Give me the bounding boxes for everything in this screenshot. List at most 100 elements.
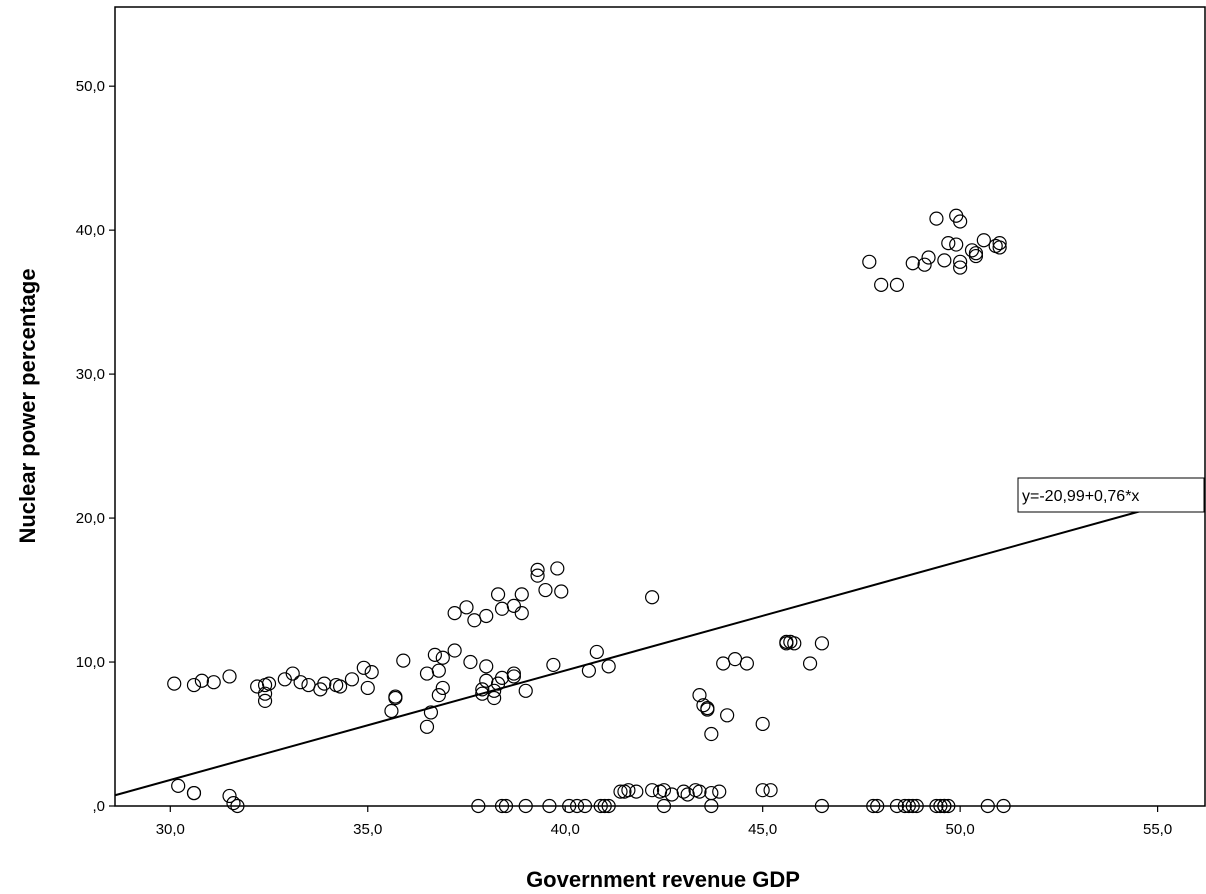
data-point	[226, 796, 241, 811]
data-point	[388, 690, 403, 706]
data-point	[514, 605, 529, 621]
data-point	[739, 656, 754, 671]
data-point	[593, 798, 608, 814]
data-points	[167, 208, 1011, 814]
data-point	[676, 784, 691, 799]
data-point	[996, 798, 1011, 814]
data-point	[929, 211, 944, 226]
data-point	[487, 683, 502, 698]
data-point	[949, 237, 964, 252]
data-point	[601, 798, 616, 814]
data-point	[257, 693, 273, 709]
data-point	[447, 605, 462, 621]
data-point	[360, 680, 375, 696]
data-point	[601, 659, 616, 674]
data-point	[968, 248, 984, 264]
data-point	[589, 644, 604, 660]
data-point	[514, 587, 529, 602]
x-axis: 30,0 35,0 40,0 45,0 50,0 55,0	[156, 806, 1172, 838]
data-point	[763, 783, 778, 798]
data-point	[692, 688, 707, 703]
x-tick-label: 30,0	[156, 821, 185, 838]
data-point	[506, 669, 521, 684]
data-point	[862, 254, 877, 269]
data-point	[506, 666, 521, 681]
data-point	[787, 636, 802, 651]
data-point	[261, 676, 277, 691]
data-point	[194, 673, 209, 688]
data-point	[645, 590, 660, 605]
data-point	[921, 250, 936, 265]
data-point	[889, 798, 905, 814]
data-point	[953, 254, 968, 269]
data-point	[814, 636, 830, 651]
regression-line	[114, 492, 1206, 797]
y-axis-title: Nuclear power percentage	[15, 268, 40, 543]
data-point	[423, 705, 439, 720]
data-point	[506, 598, 521, 613]
data-point	[656, 783, 672, 798]
data-point	[230, 798, 245, 814]
data-point	[459, 600, 474, 615]
y-tick-label: ,0	[92, 798, 105, 815]
data-point	[554, 584, 569, 599]
data-point	[333, 679, 348, 694]
data-point	[546, 657, 561, 673]
data-point	[431, 688, 446, 703]
data-point	[285, 666, 300, 681]
data-point	[317, 676, 332, 691]
data-point	[802, 656, 818, 671]
data-point	[518, 798, 533, 814]
data-point	[562, 798, 577, 814]
data-point	[447, 643, 462, 658]
regression-equation-label: y=-20,99+0,76*x	[1022, 488, 1139, 505]
data-point	[929, 798, 944, 814]
data-point	[435, 680, 450, 696]
data-point	[905, 798, 920, 814]
data-point	[704, 798, 719, 814]
data-point	[953, 214, 968, 229]
x-tick-label: 45,0	[748, 821, 777, 838]
data-point	[720, 708, 735, 723]
data-point	[518, 683, 533, 698]
data-point	[538, 582, 553, 598]
data-point	[696, 698, 711, 713]
data-point	[569, 798, 585, 814]
data-point	[941, 798, 956, 814]
data-point	[755, 716, 770, 732]
data-point	[866, 798, 881, 814]
x-tick-label: 40,0	[551, 821, 580, 838]
data-point	[897, 798, 912, 814]
data-point	[980, 798, 995, 814]
data-point	[475, 682, 490, 697]
data-point	[435, 650, 450, 665]
plot-area	[114, 6, 1206, 807]
data-point	[577, 798, 593, 814]
data-point	[206, 675, 221, 690]
data-point	[905, 256, 920, 271]
data-point	[479, 659, 494, 674]
data-point	[992, 236, 1007, 251]
data-point	[755, 783, 770, 798]
data-point	[463, 654, 478, 670]
data-point	[937, 798, 952, 814]
data-point	[889, 277, 905, 292]
data-point	[937, 253, 952, 268]
data-point	[968, 246, 984, 261]
data-point	[542, 798, 557, 814]
data-point	[700, 701, 715, 716]
x-tick-label: 55,0	[1143, 821, 1172, 838]
data-point	[941, 236, 956, 251]
data-point	[992, 240, 1007, 255]
data-point	[901, 798, 916, 814]
data-point	[597, 798, 612, 814]
y-tick-label: 20,0	[76, 510, 105, 527]
data-point	[779, 634, 794, 649]
data-point	[656, 798, 672, 814]
data-point	[814, 798, 830, 814]
data-point	[427, 647, 442, 662]
data-point	[364, 665, 379, 680]
data-point	[471, 798, 486, 814]
data-point	[712, 784, 727, 799]
data-point	[431, 663, 446, 678]
